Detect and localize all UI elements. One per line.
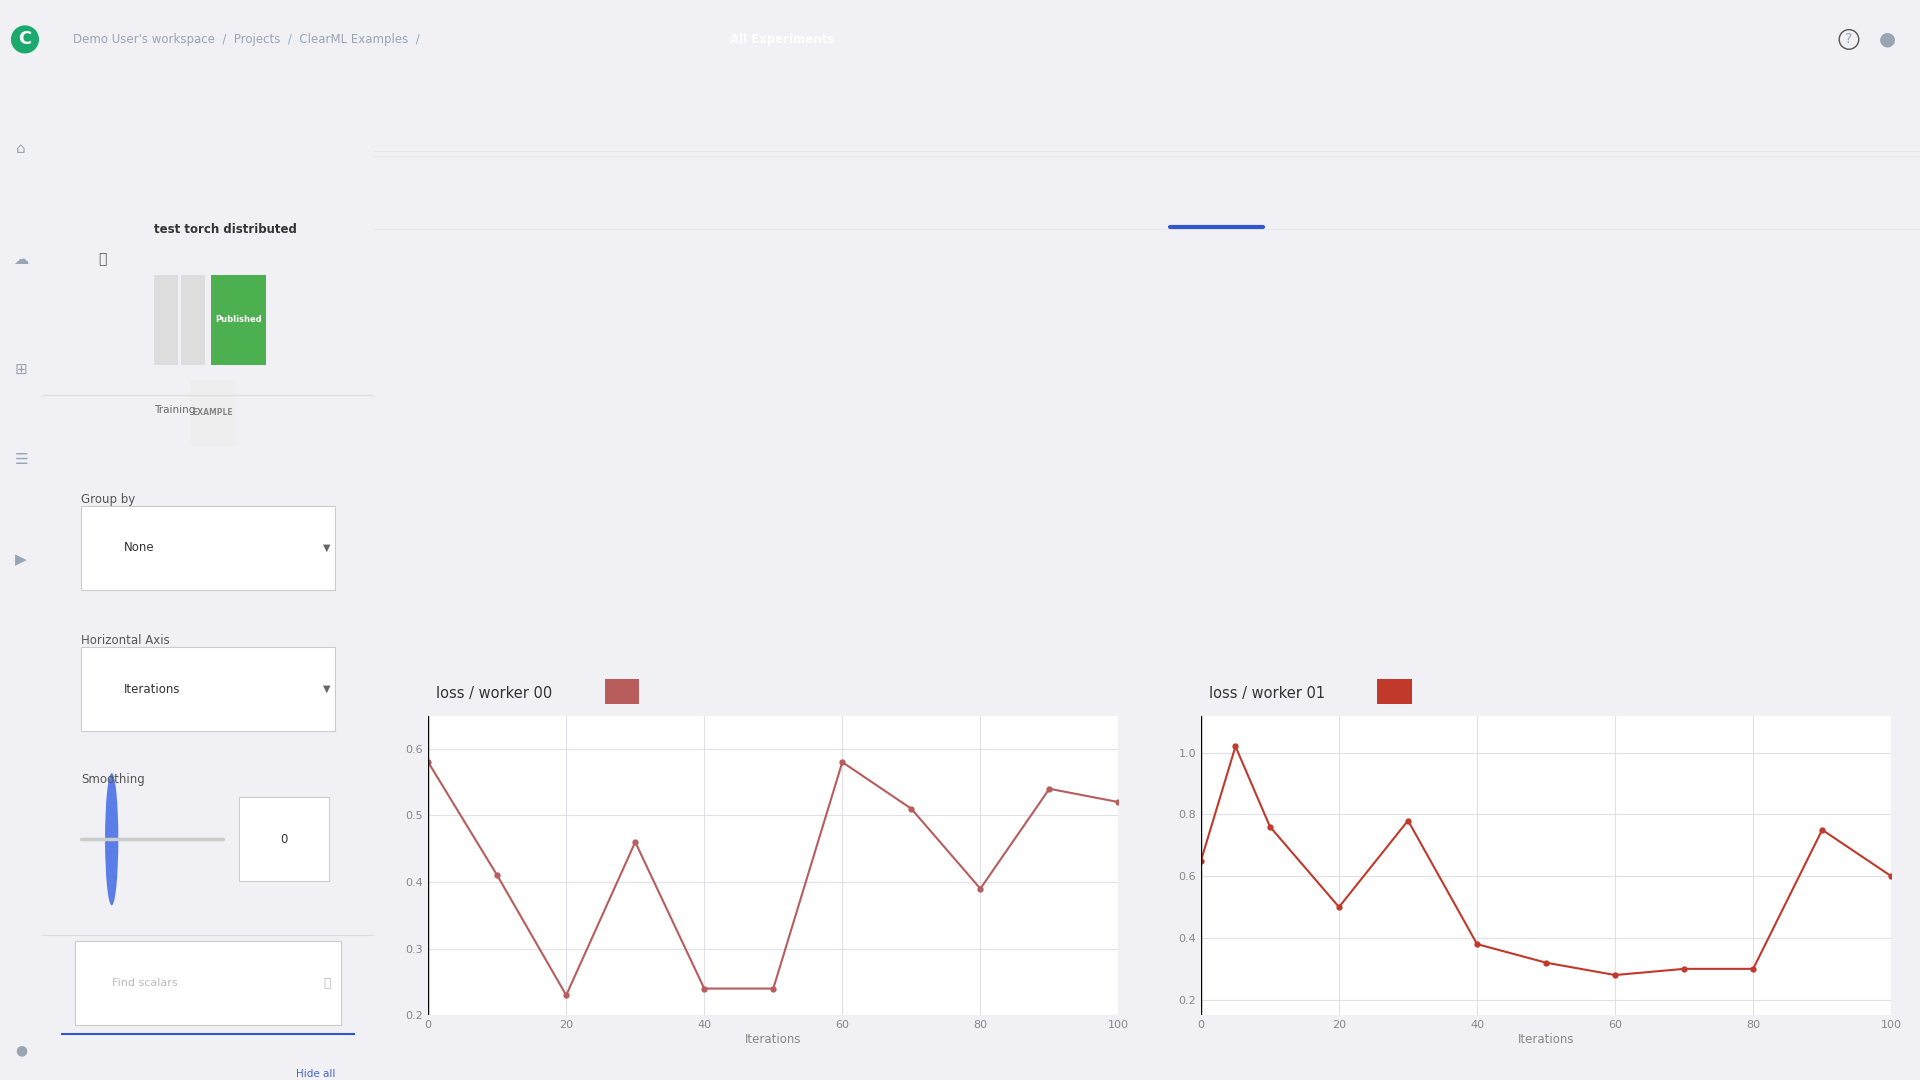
- Text: ▼: ▼: [323, 684, 330, 694]
- Bar: [1377, 679, 1413, 704]
- Bar: [605, 679, 639, 704]
- Circle shape: [106, 773, 119, 905]
- Text: test torch distributed: test torch distributed: [154, 222, 298, 235]
- Text: ●: ●: [15, 1043, 27, 1057]
- Text: EXAMPLE: EXAMPLE: [192, 408, 232, 417]
- Text: Group by: Group by: [81, 494, 136, 507]
- Text: 🔬: 🔬: [98, 253, 108, 267]
- Text: Smoothing: Smoothing: [81, 772, 146, 785]
- Text: Hide all: Hide all: [296, 1068, 336, 1079]
- Text: All Experiments: All Experiments: [730, 32, 833, 46]
- Text: Horizontal Axis: Horizontal Axis: [81, 634, 171, 648]
- Text: ⌂: ⌂: [15, 141, 27, 157]
- X-axis label: Iterations: Iterations: [745, 1032, 801, 1045]
- Text: Published: Published: [215, 315, 261, 324]
- Text: C: C: [19, 30, 31, 49]
- Bar: [211, 274, 265, 365]
- Text: None: None: [123, 541, 154, 554]
- Text: ▼: ▼: [323, 543, 330, 553]
- Text: ?: ?: [1845, 32, 1853, 46]
- Bar: [180, 274, 205, 365]
- Bar: [81, 505, 336, 590]
- Text: Iterations: Iterations: [123, 683, 180, 696]
- Bar: [154, 274, 179, 365]
- Text: loss / worker 00: loss / worker 00: [436, 686, 553, 701]
- Text: Find scalars: Find scalars: [111, 978, 177, 988]
- Text: ⊞: ⊞: [15, 362, 27, 377]
- Bar: [75, 942, 342, 1026]
- Bar: [238, 797, 328, 881]
- Bar: [81, 647, 336, 731]
- Text: ☰: ☰: [13, 451, 29, 467]
- Text: ☁: ☁: [13, 252, 29, 267]
- Bar: [190, 380, 236, 446]
- Text: 0: 0: [280, 833, 288, 846]
- Text: Training: Training: [154, 405, 196, 415]
- X-axis label: Iterations: Iterations: [1519, 1032, 1574, 1045]
- Text: Demo User's workspace  /  Projects  /  ClearML Examples  /: Demo User's workspace / Projects / Clear…: [73, 32, 428, 46]
- Bar: [58, 124, 359, 394]
- Text: ▶: ▶: [15, 552, 27, 567]
- Text: ⌕: ⌕: [323, 977, 330, 990]
- Text: ●: ●: [1880, 30, 1895, 49]
- Text: loss / worker 01: loss / worker 01: [1210, 686, 1325, 701]
